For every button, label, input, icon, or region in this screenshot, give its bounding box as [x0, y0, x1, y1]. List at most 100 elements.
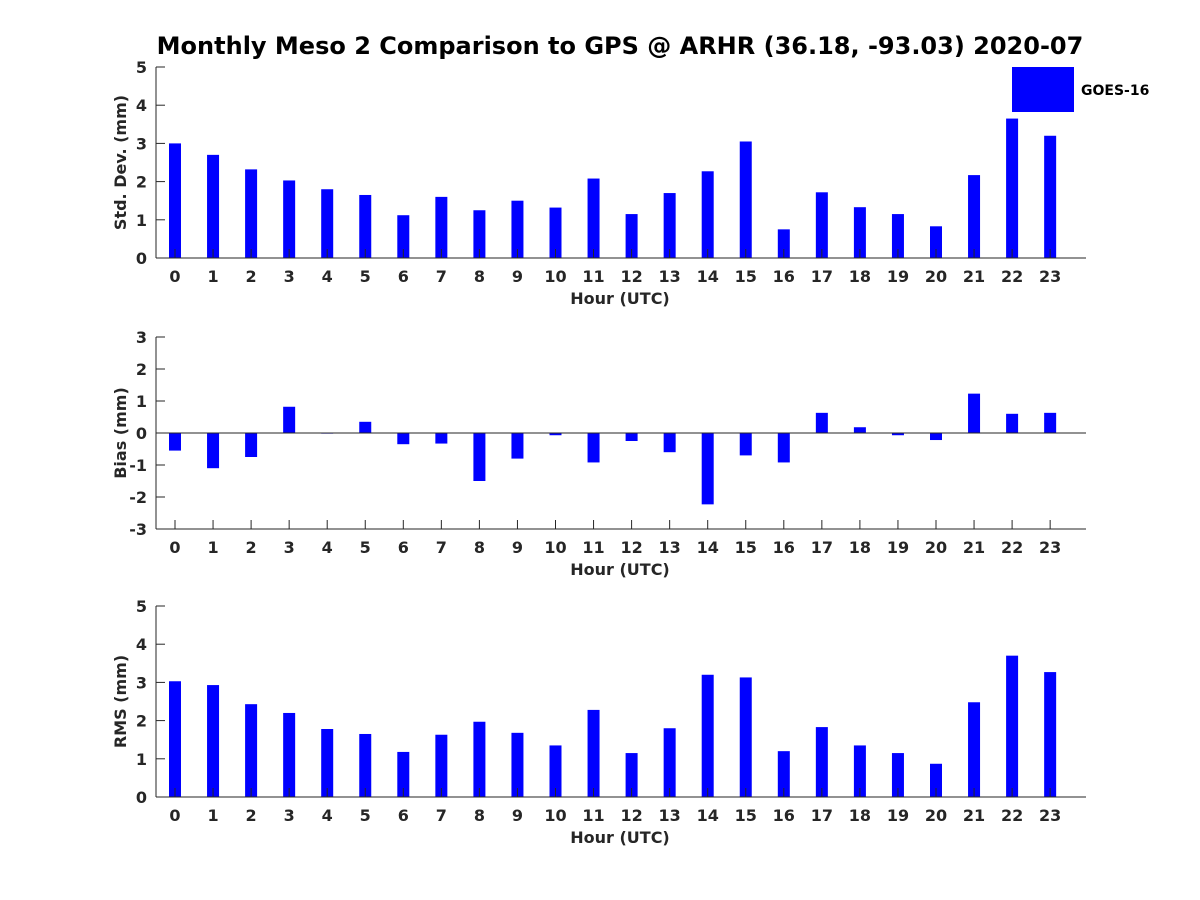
y-axis-label: RMS (mm) — [111, 655, 130, 748]
x-tick-label: 16 — [773, 538, 795, 557]
x-tick-label: 22 — [1001, 538, 1023, 557]
x-tick-label: 21 — [963, 538, 985, 557]
x-tick-label: 0 — [169, 806, 180, 825]
x-tick-label: 9 — [512, 806, 523, 825]
bar-stddev-5 — [359, 194, 372, 258]
x-tick-label: 19 — [887, 267, 909, 286]
bar-rms-18 — [853, 745, 866, 797]
bar-bias-1 — [207, 433, 220, 469]
x-tick-label: 4 — [322, 806, 333, 825]
x-tick-label: 21 — [963, 267, 985, 286]
bar-bias-17 — [815, 412, 828, 433]
x-tick-label: 23 — [1039, 538, 1061, 557]
bar-rms-17 — [815, 727, 828, 797]
bar-stddev-4 — [321, 189, 334, 258]
x-tick-label: 15 — [735, 267, 757, 286]
x-tick-label: 19 — [887, 806, 909, 825]
bar-rms-4 — [321, 729, 334, 797]
x-tick-label: 1 — [207, 267, 218, 286]
x-tick-label: 3 — [284, 806, 295, 825]
x-tick-label: 22 — [1001, 267, 1023, 286]
x-axis-label: Hour (UTC) — [570, 560, 670, 579]
bar-stddev-15 — [739, 141, 752, 258]
x-tick-label: 11 — [582, 267, 604, 286]
legend-swatch — [1012, 67, 1074, 112]
x-tick-label: 12 — [620, 538, 642, 557]
x-tick-label: 5 — [360, 538, 371, 557]
x-tick-label: 2 — [246, 267, 257, 286]
x-tick-label: 23 — [1039, 267, 1061, 286]
bar-stddev-18 — [853, 207, 866, 258]
bar-stddev-13 — [663, 193, 676, 258]
x-tick-label: 16 — [773, 267, 795, 286]
bar-bias-0 — [169, 433, 181, 451]
bar-stddev-2 — [245, 169, 258, 258]
bar-stddev-7 — [435, 196, 448, 258]
x-tick-label: 14 — [697, 806, 719, 825]
bar-bias-20 — [930, 433, 942, 441]
bar-stddev-8 — [473, 210, 486, 258]
x-tick-label: 19 — [887, 538, 909, 557]
bar-rms-13 — [663, 728, 676, 797]
x-tick-label: 3 — [284, 538, 295, 557]
x-tick-label: 2 — [246, 538, 257, 557]
y-tick-label: 2 — [136, 712, 147, 731]
x-tick-label: 18 — [849, 538, 871, 557]
bar-bias-5 — [359, 421, 372, 433]
x-tick-label: 1 — [207, 806, 218, 825]
bar-stddev-16 — [777, 229, 790, 258]
bar-bias-7 — [435, 433, 448, 444]
y-axis-label: Std. Dev. (mm) — [111, 95, 130, 230]
x-tick-label: 13 — [659, 538, 681, 557]
x-tick-label: 6 — [398, 806, 409, 825]
bar-bias-18 — [853, 427, 866, 433]
x-tick-label: 10 — [544, 806, 566, 825]
bar-rms-11 — [587, 709, 600, 797]
x-tick-label: 17 — [811, 806, 833, 825]
x-tick-label: 22 — [1001, 806, 1023, 825]
bar-rms-19 — [891, 753, 904, 797]
y-tick-label: 4 — [136, 635, 147, 654]
x-tick-label: 23 — [1039, 806, 1061, 825]
y-tick-label: 0 — [136, 424, 147, 443]
x-tick-label: 7 — [436, 538, 447, 557]
x-tick-label: 1 — [207, 538, 218, 557]
y-tick-label: 1 — [136, 392, 147, 411]
y-tick-label: 5 — [136, 58, 147, 77]
y-tick-label: 1 — [136, 211, 147, 230]
bar-rms-21 — [968, 702, 981, 797]
x-tick-label: 8 — [474, 538, 485, 557]
bar-stddev-6 — [397, 215, 410, 258]
y-tick-label: 3 — [136, 328, 147, 347]
bar-rms-5 — [359, 733, 372, 797]
x-tick-label: 18 — [849, 267, 871, 286]
bar-rms-3 — [283, 712, 296, 797]
bar-rms-23 — [1044, 672, 1057, 797]
bar-rms-20 — [930, 763, 942, 797]
x-tick-label: 6 — [398, 538, 409, 557]
x-tick-label: 13 — [659, 806, 681, 825]
bar-bias-16 — [777, 433, 790, 463]
x-tick-label: 11 — [582, 538, 604, 557]
y-tick-label: -3 — [129, 520, 147, 539]
bar-stddev-22 — [1006, 118, 1019, 258]
y-tick-label: 2 — [136, 173, 147, 192]
x-tick-label: 15 — [735, 806, 757, 825]
x-tick-label: 7 — [436, 806, 447, 825]
bar-bias-11 — [587, 433, 600, 463]
bar-bias-3 — [283, 406, 296, 433]
x-tick-label: 17 — [811, 538, 833, 557]
bar-bias-13 — [663, 433, 676, 453]
bar-stddev-14 — [701, 171, 714, 258]
x-tick-label: 0 — [169, 267, 180, 286]
bar-rms-0 — [169, 681, 181, 797]
bar-bias-2 — [245, 433, 258, 457]
y-tick-label: 4 — [136, 96, 147, 115]
x-tick-label: 18 — [849, 806, 871, 825]
bar-stddev-10 — [549, 207, 562, 258]
x-tick-label: 7 — [436, 267, 447, 286]
x-tick-label: 9 — [512, 538, 523, 557]
